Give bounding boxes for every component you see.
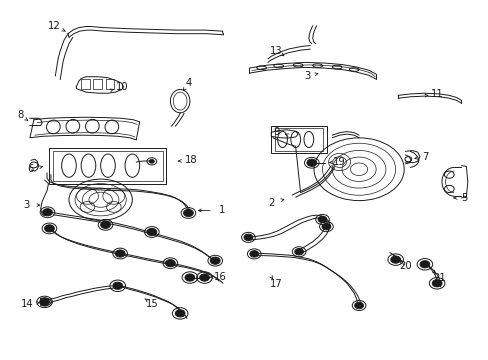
Text: 15: 15 bbox=[145, 299, 158, 309]
Circle shape bbox=[165, 260, 175, 267]
Text: 18: 18 bbox=[184, 155, 197, 165]
Circle shape bbox=[431, 280, 441, 287]
Circle shape bbox=[42, 209, 52, 216]
Text: 1: 1 bbox=[219, 206, 225, 216]
Bar bbox=[93, 78, 102, 89]
Bar bbox=[49, 148, 166, 184]
Bar bbox=[274, 129, 323, 150]
Circle shape bbox=[249, 251, 258, 257]
Text: 8: 8 bbox=[17, 111, 23, 121]
Circle shape bbox=[354, 302, 363, 309]
Text: 13: 13 bbox=[269, 46, 282, 56]
Bar bbox=[105, 78, 114, 89]
Circle shape bbox=[175, 310, 184, 317]
Bar bbox=[53, 150, 162, 181]
Text: 20: 20 bbox=[398, 261, 411, 271]
Circle shape bbox=[318, 216, 326, 223]
Bar bbox=[271, 126, 327, 153]
Circle shape bbox=[199, 274, 209, 281]
Text: 3: 3 bbox=[23, 200, 29, 210]
Circle shape bbox=[183, 210, 193, 217]
Text: 12: 12 bbox=[48, 21, 61, 31]
Text: 7: 7 bbox=[421, 152, 427, 162]
Circle shape bbox=[101, 221, 110, 228]
Circle shape bbox=[44, 225, 54, 232]
Text: 11: 11 bbox=[430, 89, 443, 99]
Text: 4: 4 bbox=[185, 78, 191, 88]
Circle shape bbox=[210, 257, 220, 264]
Circle shape bbox=[147, 228, 157, 235]
Text: 17: 17 bbox=[269, 279, 282, 289]
Text: 14: 14 bbox=[21, 299, 34, 309]
Text: 19: 19 bbox=[332, 157, 345, 167]
Circle shape bbox=[419, 261, 429, 268]
Circle shape bbox=[390, 256, 400, 263]
Text: 2: 2 bbox=[267, 198, 274, 208]
Text: 9: 9 bbox=[272, 127, 279, 136]
Circle shape bbox=[113, 282, 122, 289]
Circle shape bbox=[40, 298, 49, 306]
Circle shape bbox=[322, 224, 330, 230]
Circle shape bbox=[244, 234, 252, 240]
Text: 6: 6 bbox=[27, 164, 33, 174]
Text: 21: 21 bbox=[432, 273, 445, 283]
Circle shape bbox=[294, 248, 303, 255]
Polygon shape bbox=[30, 118, 42, 126]
Text: 10: 10 bbox=[116, 82, 129, 92]
Text: 5: 5 bbox=[460, 193, 466, 203]
Circle shape bbox=[149, 159, 154, 163]
Circle shape bbox=[306, 159, 316, 166]
Circle shape bbox=[115, 250, 125, 257]
Bar bbox=[81, 78, 90, 89]
Text: 3: 3 bbox=[304, 71, 310, 81]
Circle shape bbox=[184, 274, 194, 281]
Text: 16: 16 bbox=[213, 272, 226, 282]
